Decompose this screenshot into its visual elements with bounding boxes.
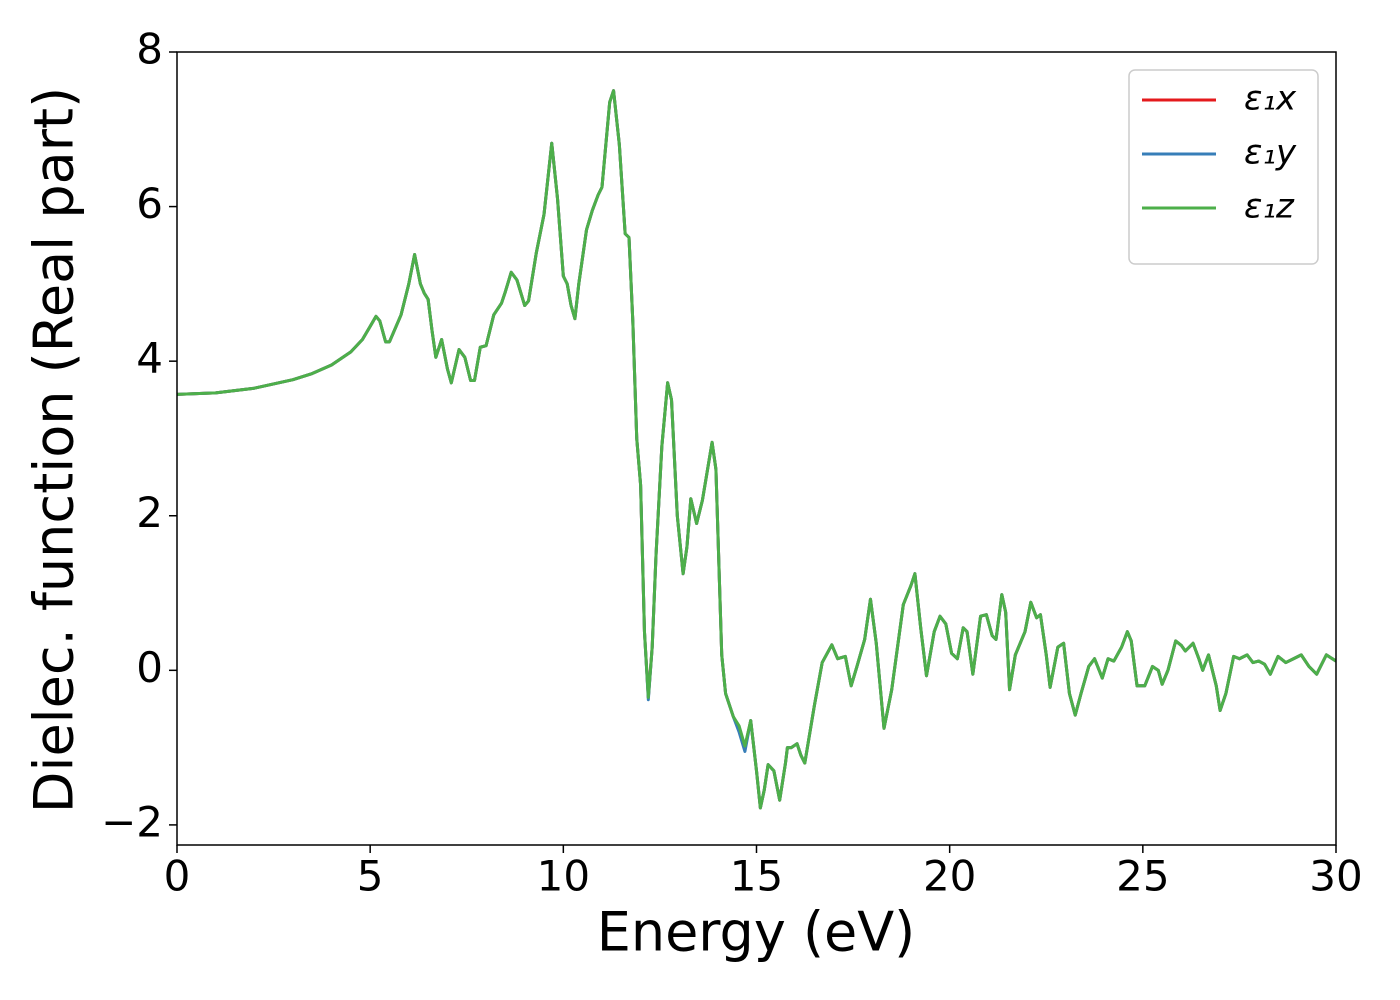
x-tick-label: 10	[537, 852, 590, 901]
legend-label: ε₁z	[1244, 187, 1295, 227]
x-tick-label: 30	[1309, 852, 1362, 901]
y-axis-label: Dielec. function (Real part)	[23, 87, 86, 813]
y-tick-label: 0	[136, 643, 163, 692]
x-tick-label: 20	[923, 852, 976, 901]
y-tick-label: 6	[136, 179, 163, 228]
legend-label: ε₁y	[1244, 133, 1297, 173]
line-series	[177, 89, 1336, 810]
legend-box	[1128, 69, 1319, 265]
y-tick-label: −2	[101, 797, 163, 846]
x-axis-label: Energy (eV)	[597, 901, 916, 964]
y-tick-label: 2	[136, 488, 163, 537]
x-tick-label: 15	[730, 852, 783, 901]
y-tick-label: 4	[136, 334, 163, 383]
plot-frame	[176, 51, 1337, 846]
legend-label: ε₁x	[1244, 79, 1297, 119]
y-tick-label: 8	[136, 25, 163, 74]
x-tick-label: 25	[1116, 852, 1169, 901]
x-tick-label: 0	[164, 852, 191, 901]
x-tick-label: 5	[357, 852, 384, 901]
